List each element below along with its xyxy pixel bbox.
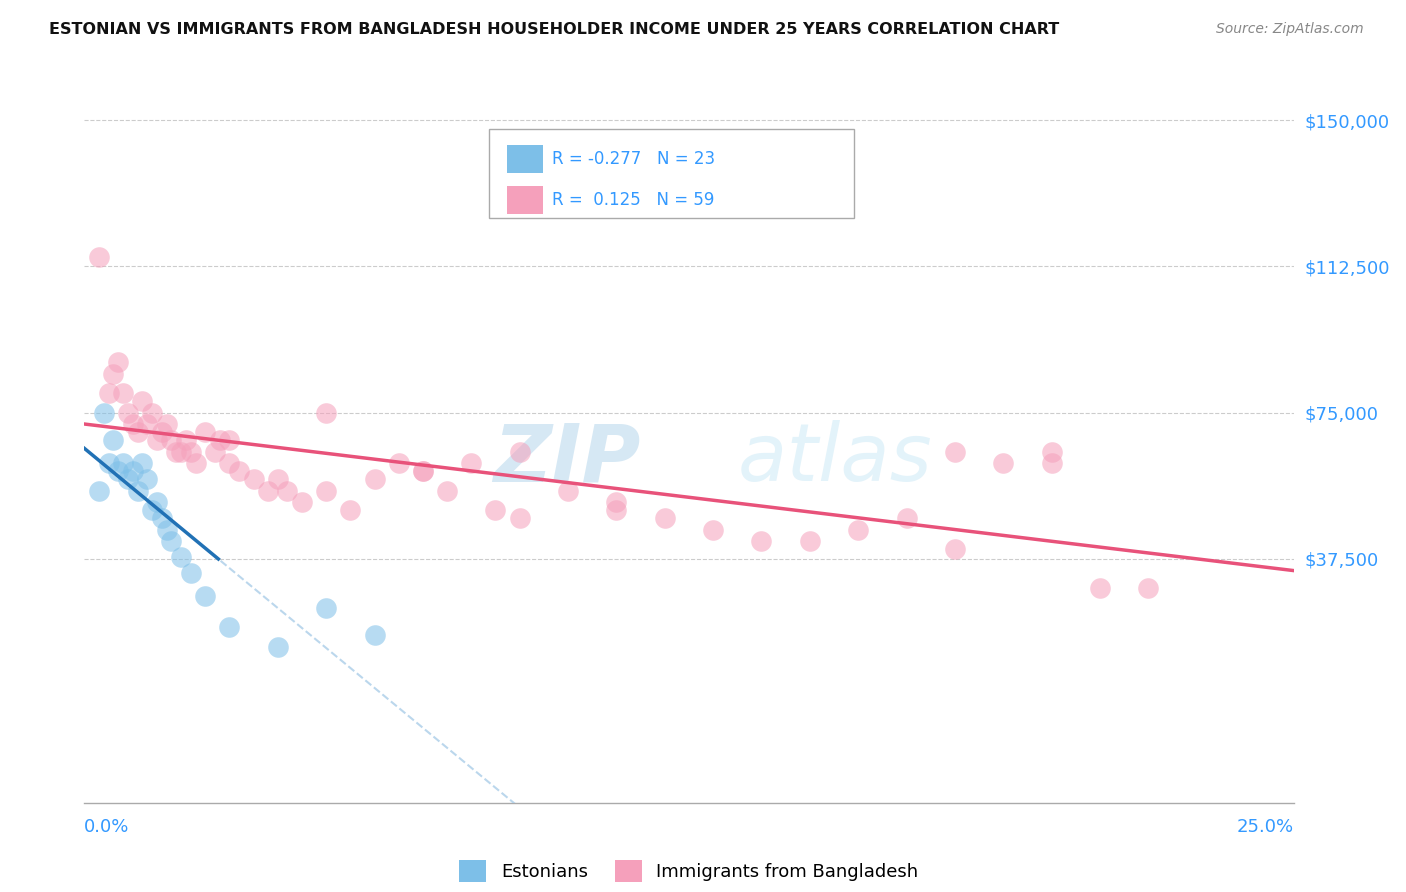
Text: R = -0.277   N = 23: R = -0.277 N = 23	[551, 150, 716, 168]
Point	[993, 457, 1015, 471]
Point	[150, 511, 173, 525]
Point	[1137, 581, 1160, 595]
Point	[165, 444, 187, 458]
Point	[799, 534, 821, 549]
Point	[194, 425, 217, 440]
Point	[257, 483, 280, 498]
Point	[141, 503, 163, 517]
Y-axis label: Householder Income Under 25 years: Householder Income Under 25 years	[0, 285, 8, 590]
Point	[180, 444, 202, 458]
Point	[155, 417, 177, 432]
Point	[107, 464, 129, 478]
Text: Source: ZipAtlas.com: Source: ZipAtlas.com	[1216, 22, 1364, 37]
Point	[97, 457, 120, 471]
Point	[605, 495, 627, 509]
Point	[412, 464, 434, 478]
Point	[146, 495, 169, 509]
Point	[751, 534, 773, 549]
Point	[136, 417, 159, 432]
Point	[112, 457, 135, 471]
Point	[131, 394, 153, 409]
Legend: Estonians, Immigrants from Bangladesh: Estonians, Immigrants from Bangladesh	[453, 853, 925, 888]
Text: 0.0%: 0.0%	[84, 818, 129, 837]
Point	[184, 457, 207, 471]
Point	[315, 600, 337, 615]
Point	[103, 433, 125, 447]
Point	[943, 542, 966, 557]
Point	[218, 457, 240, 471]
Point	[112, 386, 135, 401]
Point	[509, 511, 531, 525]
Point	[1088, 581, 1111, 595]
Text: atlas: atlas	[737, 420, 932, 498]
Point	[150, 425, 173, 440]
Point	[509, 444, 531, 458]
Point	[218, 620, 240, 634]
Point	[208, 433, 231, 447]
Point	[363, 628, 385, 642]
Point	[160, 534, 183, 549]
Point	[896, 511, 918, 525]
Point	[87, 483, 110, 498]
Point	[388, 457, 411, 471]
Point	[117, 406, 139, 420]
Point	[436, 483, 458, 498]
Point	[943, 444, 966, 458]
Point	[180, 566, 202, 580]
Point	[484, 503, 506, 517]
Point	[87, 250, 110, 264]
Point	[127, 425, 149, 440]
Point	[315, 483, 337, 498]
Point	[117, 472, 139, 486]
Point	[267, 472, 290, 486]
Text: ESTONIAN VS IMMIGRANTS FROM BANGLADESH HOUSEHOLDER INCOME UNDER 25 YEARS CORRELA: ESTONIAN VS IMMIGRANTS FROM BANGLADESH H…	[49, 22, 1060, 37]
Point	[412, 464, 434, 478]
Point	[194, 589, 217, 603]
Point	[97, 386, 120, 401]
Text: ZIP: ZIP	[494, 420, 641, 498]
Point	[93, 406, 115, 420]
Point	[131, 457, 153, 471]
Text: R =  0.125   N = 59: R = 0.125 N = 59	[551, 191, 714, 209]
Point	[103, 367, 125, 381]
Point	[363, 472, 385, 486]
Point	[218, 433, 240, 447]
Point	[291, 495, 314, 509]
Point	[204, 444, 226, 458]
Point	[654, 511, 676, 525]
Point	[557, 483, 579, 498]
Point	[315, 406, 337, 420]
Point	[136, 472, 159, 486]
Point	[121, 464, 143, 478]
Point	[170, 549, 193, 564]
Point	[228, 464, 250, 478]
Point	[1040, 444, 1063, 458]
Point	[170, 444, 193, 458]
Point	[160, 433, 183, 447]
Point	[127, 483, 149, 498]
Point	[276, 483, 298, 498]
Point	[107, 355, 129, 369]
Point	[460, 457, 482, 471]
Point	[267, 640, 290, 654]
Point	[146, 433, 169, 447]
Point	[141, 406, 163, 420]
Point	[121, 417, 143, 432]
Point	[242, 472, 264, 486]
Point	[702, 523, 724, 537]
Point	[339, 503, 361, 517]
Point	[155, 523, 177, 537]
Point	[846, 523, 869, 537]
Text: 25.0%: 25.0%	[1236, 818, 1294, 837]
Point	[174, 433, 197, 447]
Point	[605, 503, 627, 517]
Point	[1040, 457, 1063, 471]
